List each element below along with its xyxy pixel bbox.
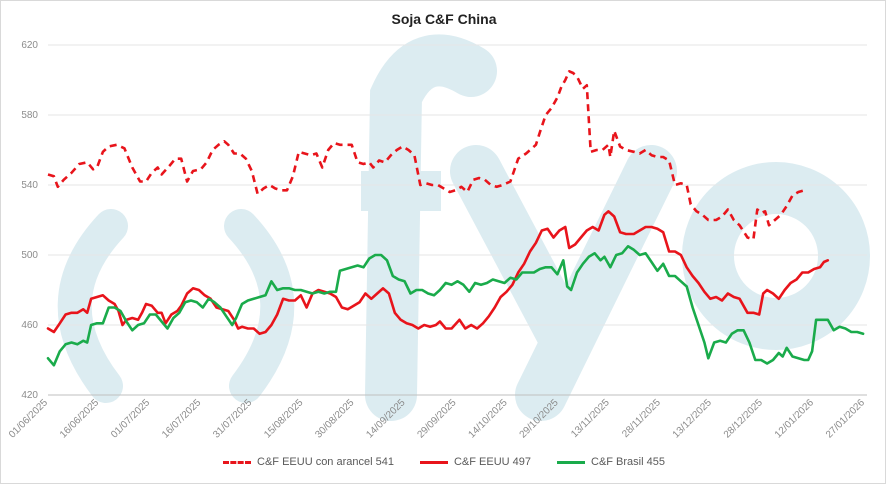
gridlines [48, 44, 867, 396]
series-lines [46, 70, 865, 367]
legend-label: C&F Brasil 455 [591, 456, 665, 468]
y-tick-label: 460 [21, 320, 38, 331]
x-tick-label: 31/07/2025 [211, 397, 254, 440]
watermark-logo [57, 34, 870, 421]
watermark-letter-f [365, 34, 497, 421]
x-tick-label: 01/06/2025 [7, 397, 50, 440]
x-tick-label: 16/07/2025 [160, 397, 203, 440]
y-tick-label: 420 [21, 390, 38, 401]
x-tick-label: 13/11/2025 [569, 397, 612, 440]
x-axis-ticks: 01/06/2025 16/06/2025 01/07/2025 16/07/2025… [7, 397, 867, 440]
series-line-eeuu [46, 210, 830, 336]
legend-label: C&F EEUU 497 [453, 456, 531, 468]
legend-item-eeuu: C&F EEUU 497 [419, 456, 531, 468]
y-axis-ticks: 420 460 500 540 580 620 [21, 40, 38, 401]
legend-swatch-red [419, 460, 448, 464]
legend-label: C&F EEUU con arancel 541 [257, 456, 394, 468]
legend-item-brasil: C&F Brasil 455 [557, 456, 665, 468]
x-tick-label: 16/06/2025 [58, 397, 101, 440]
x-tick-label: 28/11/2025 [620, 397, 663, 440]
x-tick-label: 30/08/2025 [313, 397, 356, 440]
legend-swatch-dashed-red [223, 460, 252, 464]
y-tick-label: 540 [21, 180, 38, 191]
series-line-brasil [46, 245, 865, 367]
y-tick-label: 580 [21, 110, 38, 121]
legend: C&F EEUU con arancel 541 C&F EEUU 497 C&… [1, 456, 885, 468]
watermark-paren-left [57, 209, 128, 403]
y-tick-label: 620 [21, 40, 38, 51]
x-tick-label: 12/01/2026 [773, 397, 816, 440]
x-tick-label: 29/09/2025 [415, 397, 458, 440]
x-tick-label: 15/08/2025 [262, 397, 305, 440]
chart-title: Soja C&F China [391, 11, 497, 27]
y-tick-label: 500 [21, 250, 38, 261]
series-line-eeuu-arancel [47, 70, 805, 241]
x-tick-label: 01/07/2025 [109, 397, 152, 440]
legend-swatch-green [557, 460, 585, 464]
watermark-letter-o [682, 162, 870, 350]
watermark-paren-right [224, 209, 295, 403]
x-tick-label: 13/12/2025 [671, 397, 714, 440]
x-tick-label: 27/01/2026 [824, 397, 867, 440]
watermark-letter-y [450, 145, 677, 421]
legend-item-eeuu-arancel: C&F EEUU con arancel 541 [223, 456, 394, 468]
x-tick-label: 28/12/2025 [722, 397, 765, 440]
x-tick-label: 14/10/2025 [467, 397, 510, 440]
